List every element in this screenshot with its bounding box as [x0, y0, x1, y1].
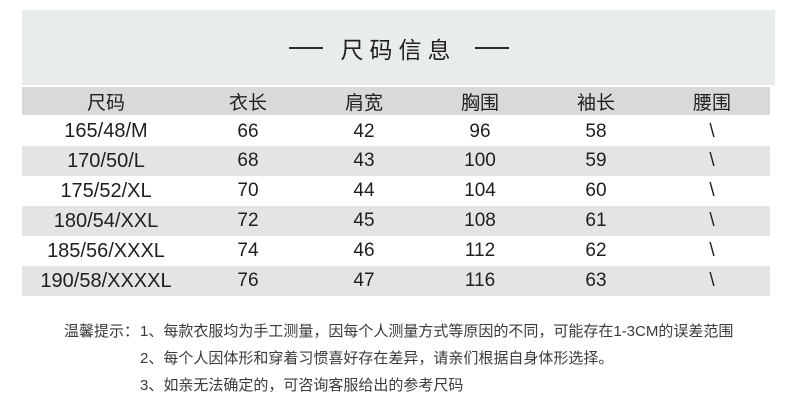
note-line: 2、每个人因体形和穿着习惯喜好存在差异，请亲们根据自身体形选择。: [64, 345, 764, 372]
note-line: 温馨提示： 1、每款衣服均为手工测量，因每个人测量方式等原因的不同，可能存在1-…: [64, 318, 764, 345]
length-cell: 76: [237, 270, 259, 291]
table-row: 185/56/XXXL 74 46 112 62 \: [22, 236, 770, 266]
column-header-waist: 腰围: [654, 87, 770, 116]
size-cell: 175/52/XL: [60, 179, 152, 202]
sleeve-cell: 63: [585, 270, 607, 291]
column-header-shoulder: 肩宽: [306, 87, 422, 116]
table-row: 180/54/XXL 72 45 108 61 \: [22, 206, 770, 236]
size-cell: 180/54/XXL: [53, 209, 159, 232]
size-cell: 190/58/XXXXL: [40, 269, 172, 292]
length-cell: 72: [237, 210, 259, 231]
waist-cell: \: [709, 150, 715, 171]
table-row: 175/52/XL 70 44 104 60 \: [22, 176, 770, 206]
waist-cell: \: [709, 180, 715, 201]
chest-cell: 116: [464, 270, 496, 291]
column-header-length: 衣长: [190, 87, 306, 116]
chest-cell: 112: [464, 240, 496, 261]
length-cell: 70: [237, 180, 259, 201]
column-header-chest: 胸围: [422, 87, 538, 116]
shoulder-cell: 43: [353, 150, 375, 171]
length-cell: 66: [237, 120, 259, 142]
chest-cell: 108: [464, 210, 496, 231]
shoulder-cell: 42: [353, 120, 375, 142]
table-row: 170/50/L 68 43 100 59 \: [22, 146, 770, 176]
column-header-size: 尺码: [22, 87, 190, 116]
shoulder-cell: 47: [353, 270, 375, 291]
note-item-3: 3、如亲无法确定的，可咨询客服给出的参考尺码: [140, 377, 464, 394]
table-row: 165/48/M 66 42 96 58 \: [22, 116, 770, 146]
chest-cell: 100: [464, 150, 496, 171]
waist-cell: \: [709, 240, 715, 261]
page-title: 尺码信息: [340, 36, 457, 63]
notes-label-spacer: [64, 345, 140, 372]
size-cell: 170/50/L: [67, 149, 145, 172]
notes-label-spacer: [64, 372, 140, 399]
sleeve-cell: 59: [585, 150, 607, 171]
waist-cell: \: [709, 210, 715, 231]
shoulder-cell: 44: [353, 180, 375, 201]
sleeve-cell: 61: [585, 210, 607, 231]
size-table: 尺码 衣长 肩宽 胸围 袖长 腰围 165/48/M 66 42 96 58 \…: [22, 87, 770, 296]
waist-cell: \: [709, 120, 715, 142]
note-item-2: 2、每个人因体形和穿着习惯喜好存在差异，请亲们根据自身体形选择。: [140, 350, 614, 367]
note-item-1: 1、每款衣服均为手工测量，因每个人测量方式等原因的不同，可能存在1-3CM的误差…: [140, 323, 734, 340]
length-cell: 68: [237, 150, 259, 171]
table-row: 190/58/XXXXL 76 47 116 63 \: [22, 266, 770, 296]
title-dash-left: [288, 46, 323, 49]
notes: 温馨提示： 1、每款衣服均为手工测量，因每个人测量方式等原因的不同，可能存在1-…: [64, 318, 764, 399]
shoulder-cell: 45: [353, 210, 375, 231]
note-line: 3、如亲无法确定的，可咨询客服给出的参考尺码: [64, 372, 764, 399]
column-header-sleeve: 袖长: [538, 87, 654, 116]
sleeve-cell: 62: [585, 240, 607, 261]
sleeve-cell: 58: [585, 120, 607, 142]
title-dash-right: [474, 46, 509, 49]
shoulder-cell: 46: [353, 240, 375, 261]
notes-label: 温馨提示：: [64, 323, 140, 340]
length-cell: 74: [237, 240, 259, 261]
chest-cell: 104: [464, 180, 496, 201]
chest-cell: 96: [469, 120, 491, 142]
size-cell: 185/56/XXXL: [47, 239, 165, 262]
table-header-row: 尺码 衣长 肩宽 胸围 袖长 腰围: [22, 87, 770, 116]
title-block: 尺码信息: [22, 10, 775, 85]
waist-cell: \: [709, 270, 715, 291]
sleeve-cell: 60: [585, 180, 607, 201]
size-cell: 165/48/M: [64, 120, 148, 142]
